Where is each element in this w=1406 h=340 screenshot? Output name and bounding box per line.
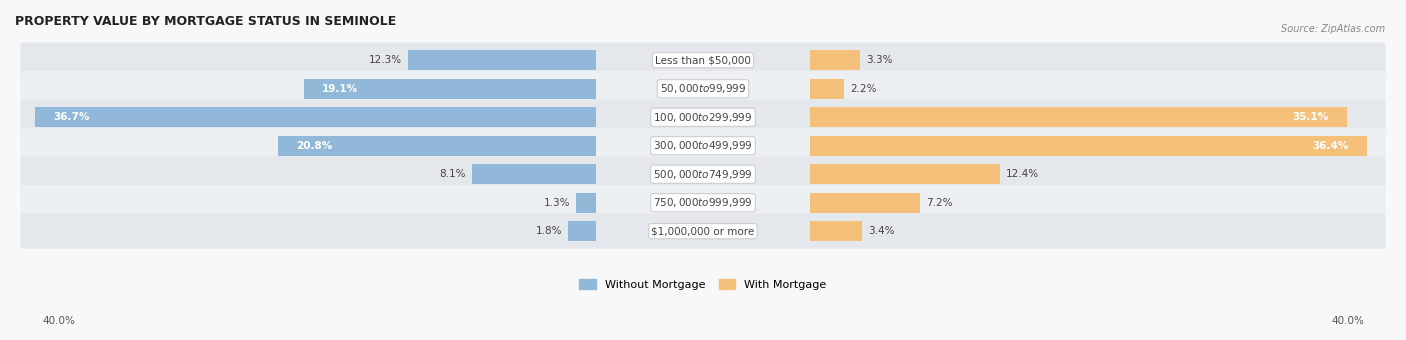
Text: 36.7%: 36.7% [53, 112, 90, 122]
Text: $50,000 to $99,999: $50,000 to $99,999 [659, 82, 747, 95]
FancyBboxPatch shape [20, 156, 1386, 192]
Text: Source: ZipAtlas.com: Source: ZipAtlas.com [1281, 24, 1385, 34]
Text: 40.0%: 40.0% [1331, 316, 1364, 326]
Text: $500,000 to $749,999: $500,000 to $749,999 [654, 168, 752, 181]
Text: $1,000,000 or more: $1,000,000 or more [651, 226, 755, 236]
Text: 12.3%: 12.3% [368, 55, 402, 65]
Text: PROPERTY VALUE BY MORTGAGE STATUS IN SEMINOLE: PROPERTY VALUE BY MORTGAGE STATUS IN SEM… [15, 15, 396, 28]
Text: Less than $50,000: Less than $50,000 [655, 55, 751, 65]
FancyBboxPatch shape [20, 42, 1386, 78]
Bar [810, 164, 1000, 184]
Bar [408, 50, 596, 70]
Bar [472, 164, 596, 184]
Text: 7.2%: 7.2% [927, 198, 953, 208]
Text: 3.4%: 3.4% [868, 226, 894, 236]
Legend: Without Mortgage, With Mortgage: Without Mortgage, With Mortgage [575, 274, 831, 294]
Bar [810, 193, 920, 213]
Text: 20.8%: 20.8% [297, 141, 333, 151]
Bar [278, 136, 596, 156]
Bar [35, 107, 596, 127]
Text: $300,000 to $499,999: $300,000 to $499,999 [654, 139, 752, 152]
FancyBboxPatch shape [20, 71, 1386, 106]
Bar [810, 136, 1367, 156]
Text: 3.3%: 3.3% [866, 55, 893, 65]
Text: 2.2%: 2.2% [849, 84, 876, 94]
Bar [810, 79, 844, 99]
Bar [304, 79, 596, 99]
Text: 19.1%: 19.1% [322, 84, 359, 94]
Text: 40.0%: 40.0% [42, 316, 75, 326]
Bar [810, 50, 860, 70]
Text: 1.3%: 1.3% [544, 198, 569, 208]
FancyBboxPatch shape [20, 100, 1386, 135]
Bar [810, 107, 1347, 127]
Text: 12.4%: 12.4% [1005, 169, 1039, 179]
Text: $750,000 to $999,999: $750,000 to $999,999 [654, 196, 752, 209]
Bar [576, 193, 596, 213]
FancyBboxPatch shape [20, 128, 1386, 164]
Text: 36.4%: 36.4% [1312, 141, 1348, 151]
Bar [810, 221, 862, 241]
Bar [568, 221, 596, 241]
Text: 1.8%: 1.8% [536, 226, 562, 236]
Text: 35.1%: 35.1% [1292, 112, 1329, 122]
Text: $100,000 to $299,999: $100,000 to $299,999 [654, 111, 752, 124]
FancyBboxPatch shape [20, 214, 1386, 249]
FancyBboxPatch shape [20, 185, 1386, 220]
Text: 8.1%: 8.1% [440, 169, 465, 179]
